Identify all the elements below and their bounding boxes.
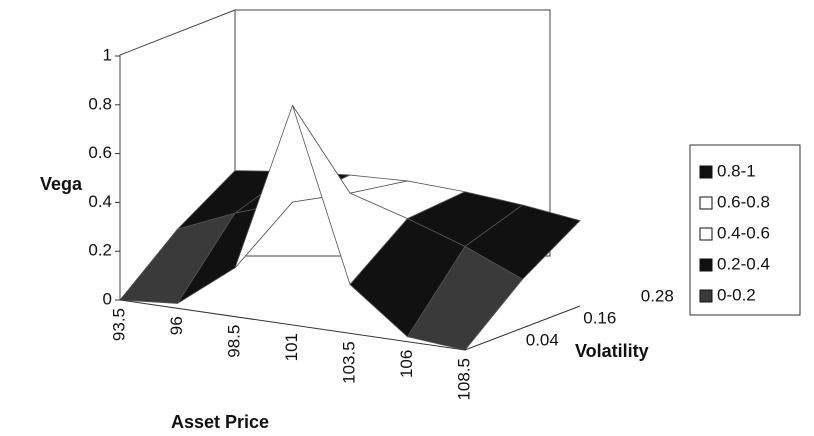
legend-swatch [699,165,713,179]
z-tick-label: 0.4 [88,192,112,211]
legend-swatch [699,289,713,303]
x-tick-label: 108.5 [454,358,473,401]
x-tick-label: 98.5 [224,325,243,358]
legend-swatch [699,258,713,272]
z-tick-label: 0.8 [88,94,112,113]
x-tick-label: 103.5 [339,341,358,384]
depth-tick-label: 0.28 [641,286,674,305]
x-tick-label: 93.5 [109,308,128,341]
side-wall [119,9,236,300]
axis-line [119,299,581,351]
x-tick-label: 96 [167,316,186,335]
legend-label: 0-0.2 [717,285,756,304]
legend-label: 0.6-0.8 [717,192,770,211]
z-tick-label: 0 [103,289,112,308]
legend-label: 0.8-1 [717,161,756,180]
legend-swatch [699,227,713,241]
legend-swatch [699,196,713,210]
x-axis-label: Asset Price [171,412,269,432]
z-axis-label: Vega [40,174,83,194]
legend-label: 0.2-0.4 [717,254,770,273]
x-tick-label: 101 [282,333,301,361]
z-tick-label: 0.6 [88,143,112,162]
depth-axis-label: Volatility [575,341,649,361]
depth-tick-label: 0.16 [583,308,616,327]
x-tick-label: 106 [397,350,416,378]
depth-tick-label: 0.04 [526,330,559,349]
z-tick-label: 0.2 [88,241,112,260]
legend-label: 0.4-0.6 [717,223,770,242]
z-tick-label: 1 [103,45,112,64]
surface-patch [406,245,524,351]
